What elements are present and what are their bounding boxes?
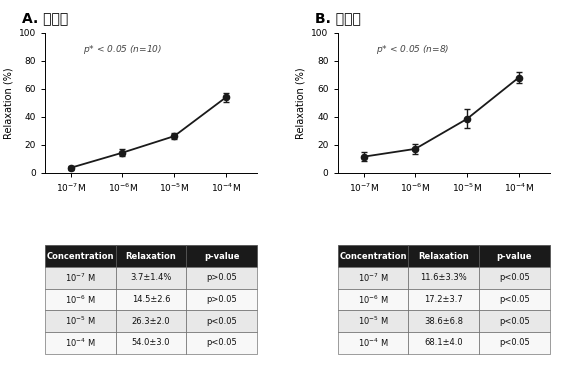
Text: A. 정상군: A. 정상군 bbox=[22, 11, 68, 25]
Text: $p$* < 0.05 (n=8): $p$* < 0.05 (n=8) bbox=[376, 43, 449, 55]
Y-axis label: Relaxation (%): Relaxation (%) bbox=[3, 67, 13, 139]
Text: B. 당뇨군: B. 당뇨군 bbox=[315, 11, 361, 25]
Text: $p$* < 0.05 (n=10): $p$* < 0.05 (n=10) bbox=[83, 43, 162, 55]
Y-axis label: Relaxation (%): Relaxation (%) bbox=[296, 67, 306, 139]
